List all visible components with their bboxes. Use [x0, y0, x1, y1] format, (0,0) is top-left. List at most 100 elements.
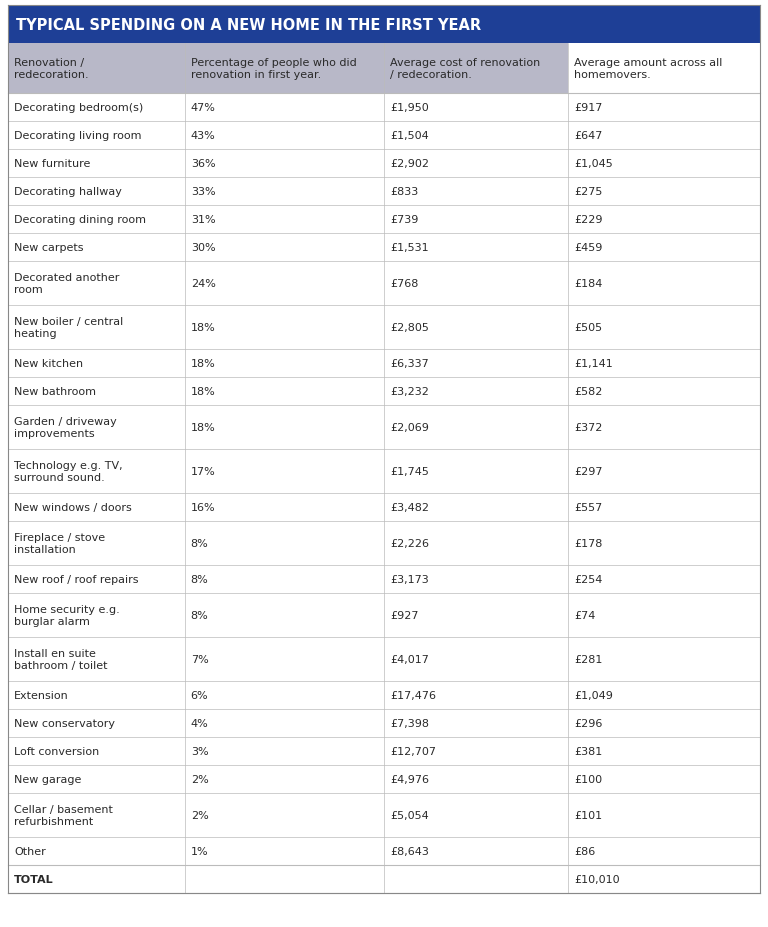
Text: £3,482: £3,482	[390, 502, 429, 513]
Text: £1,531: £1,531	[390, 243, 429, 253]
Text: £12,707: £12,707	[390, 746, 436, 756]
Text: £178: £178	[574, 539, 603, 549]
Text: £917: £917	[574, 103, 603, 113]
Text: £254: £254	[574, 575, 603, 584]
Text: £100: £100	[574, 774, 602, 784]
Text: £2,805: £2,805	[390, 323, 429, 333]
Bar	[8, 206, 760, 234]
Text: 4%: 4%	[190, 718, 208, 729]
Text: £2,069: £2,069	[390, 423, 429, 433]
Text: £1,141: £1,141	[574, 359, 613, 369]
Text: Average amount across all
homemovers.: Average amount across all homemovers.	[574, 57, 723, 81]
Text: Percentage of people who did
renovation in first year.: Percentage of people who did renovation …	[190, 57, 356, 81]
Bar	[8, 306, 760, 349]
Text: £1,049: £1,049	[574, 691, 613, 700]
Text: 36%: 36%	[190, 159, 215, 169]
Text: £4,976: £4,976	[390, 774, 429, 784]
Text: £2,902: £2,902	[390, 159, 429, 169]
Text: Decorating hallway: Decorating hallway	[14, 187, 122, 197]
Bar	[8, 44, 568, 94]
Text: £833: £833	[390, 187, 419, 197]
Text: £5,054: £5,054	[390, 810, 429, 820]
Text: £739: £739	[390, 215, 419, 224]
Text: 24%: 24%	[190, 279, 216, 288]
Bar	[8, 94, 760, 121]
Bar	[8, 709, 760, 737]
Text: Other: Other	[14, 846, 46, 856]
Bar	[8, 737, 760, 765]
Bar	[8, 234, 760, 261]
Text: Fireplace / stove
installation: Fireplace / stove installation	[14, 532, 105, 554]
Text: 18%: 18%	[190, 323, 216, 333]
Text: 7%: 7%	[190, 654, 208, 665]
Bar	[8, 178, 760, 206]
Bar	[8, 794, 760, 837]
Text: 31%: 31%	[190, 215, 215, 224]
Text: Decorated another
room: Decorated another room	[14, 273, 119, 295]
Text: New kitchen: New kitchen	[14, 359, 83, 369]
Text: £74: £74	[574, 610, 596, 620]
Text: £557: £557	[574, 502, 602, 513]
Text: 2%: 2%	[190, 810, 208, 820]
Text: 18%: 18%	[190, 387, 216, 397]
Bar	[8, 765, 760, 794]
Text: Install en suite
bathroom / toilet: Install en suite bathroom / toilet	[14, 648, 108, 670]
Bar	[568, 44, 760, 94]
Bar	[8, 450, 760, 493]
Text: £1,045: £1,045	[574, 159, 613, 169]
Text: £2,226: £2,226	[390, 539, 429, 549]
Text: 47%: 47%	[190, 103, 216, 113]
Text: £459: £459	[574, 243, 603, 253]
Text: £281: £281	[574, 654, 603, 665]
Text: New furniture: New furniture	[14, 159, 91, 169]
Text: £3,232: £3,232	[390, 387, 429, 397]
Text: £381: £381	[574, 746, 602, 756]
Bar	[8, 865, 760, 893]
Text: 18%: 18%	[190, 423, 216, 433]
Bar	[8, 121, 760, 150]
Bar	[8, 837, 760, 865]
Text: £184: £184	[574, 279, 603, 288]
Text: £1,950: £1,950	[390, 103, 429, 113]
Text: £229: £229	[574, 215, 603, 224]
Text: New carpets: New carpets	[14, 243, 84, 253]
Text: £6,337: £6,337	[390, 359, 429, 369]
Bar	[8, 150, 760, 178]
Bar	[8, 377, 760, 405]
Bar	[8, 521, 760, 565]
Text: £297: £297	[574, 466, 603, 476]
Text: £101: £101	[574, 810, 602, 820]
Text: £927: £927	[390, 610, 419, 620]
Bar	[8, 593, 760, 638]
Text: £8,643: £8,643	[390, 846, 429, 856]
Text: 1%: 1%	[190, 846, 208, 856]
Text: TOTAL: TOTAL	[14, 874, 54, 884]
Bar	[8, 261, 760, 306]
Text: £7,398: £7,398	[390, 718, 429, 729]
Text: £296: £296	[574, 718, 603, 729]
Text: £275: £275	[574, 187, 603, 197]
Text: Decorating living room: Decorating living room	[14, 131, 141, 141]
Text: 43%: 43%	[190, 131, 216, 141]
Text: New windows / doors: New windows / doors	[14, 502, 132, 513]
Text: £1,745: £1,745	[390, 466, 429, 476]
Text: Decorating dining room: Decorating dining room	[14, 215, 146, 224]
Text: Garden / driveway
improvements: Garden / driveway improvements	[14, 416, 117, 438]
Text: New garage: New garage	[14, 774, 81, 784]
Bar	[8, 405, 760, 450]
Text: 8%: 8%	[190, 610, 208, 620]
Text: New roof / roof repairs: New roof / roof repairs	[14, 575, 138, 584]
Bar	[8, 565, 760, 593]
Text: £1,504: £1,504	[390, 131, 429, 141]
Text: £17,476: £17,476	[390, 691, 436, 700]
Bar	[8, 681, 760, 709]
Text: £86: £86	[574, 846, 595, 856]
Text: 17%: 17%	[190, 466, 216, 476]
Text: £3,173: £3,173	[390, 575, 429, 584]
Bar	[8, 6, 760, 44]
Text: £505: £505	[574, 323, 602, 333]
Text: 2%: 2%	[190, 774, 208, 784]
Text: New bathroom: New bathroom	[14, 387, 96, 397]
Text: £10,010: £10,010	[574, 874, 620, 884]
Text: £4,017: £4,017	[390, 654, 429, 665]
